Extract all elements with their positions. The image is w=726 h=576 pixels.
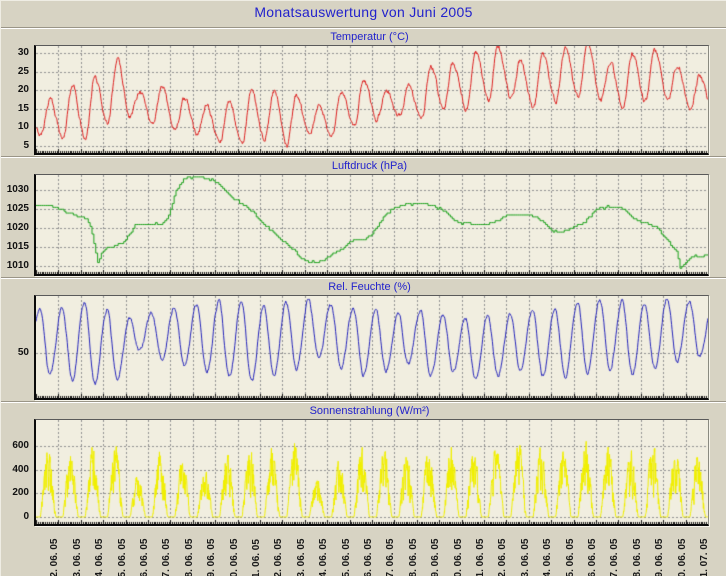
- x-date-label: 01. 07. 05: [699, 538, 710, 576]
- y-tick-label: 1010: [6, 260, 29, 272]
- page-title: Monatsauswertung von Juni 2005: [254, 4, 473, 20]
- plot-frame-solar: [34, 419, 709, 526]
- pressure-chart: [36, 175, 708, 274]
- x-date-label: 26. 06. 05: [587, 538, 598, 576]
- y-tick-label: 5: [23, 139, 29, 151]
- y-axis-solar: 0 200 400 600: [1, 419, 32, 526]
- x-date-label: 09. 06. 05: [206, 538, 218, 576]
- x-date-label: 04. 06. 05: [94, 538, 106, 576]
- x-date-label: 12. 06. 05: [273, 538, 285, 576]
- y-tick-label: 400: [12, 463, 29, 475]
- x-date-label: 24. 06. 05: [542, 538, 554, 576]
- chart-title-solar: Sonnenstrahlung (W/m²): [309, 405, 430, 417]
- y-tick-label: 30: [17, 47, 29, 59]
- x-date-label: 17. 06. 05: [385, 538, 397, 576]
- x-date-label: 07. 06. 05: [161, 538, 173, 576]
- chart-title-pressure: Luftdruck (hPa): [331, 160, 408, 172]
- chart-title-temperature: Temperatur (°C): [330, 31, 409, 43]
- y-tick-label: 15: [17, 102, 29, 114]
- x-date-label: 25. 06. 05: [564, 538, 576, 576]
- x-date-label: 27. 06. 05: [609, 538, 621, 576]
- x-axis-dates: 02. 06. 05 03. 06. 05 04. 06. 05 05. 06. 05…: [34, 526, 710, 576]
- x-date-label: 19. 06. 05: [430, 538, 442, 576]
- humidity-chart: [36, 296, 708, 398]
- solar-chart: [36, 420, 708, 524]
- chart-row-pressure: 1010 1015 1020 1025 1030: [7, 174, 709, 276]
- y-tick-label: 20: [17, 84, 29, 96]
- x-date-label: 28. 06. 05: [631, 538, 643, 576]
- x-date-label: 16. 06. 05: [363, 538, 374, 576]
- chart-row-temperature: 5 10 15 20 25 30: [18, 45, 709, 155]
- x-date-label: 02. 06. 05: [49, 538, 61, 576]
- x-date-label: 10. 06. 05: [228, 538, 240, 576]
- x-date-label: 22. 06. 05: [497, 538, 509, 576]
- y-tick-label: 200: [12, 487, 29, 499]
- y-tick-label: 1030: [6, 184, 29, 196]
- x-date-label: 21. 06. 05: [475, 538, 486, 576]
- separator-line: [1, 401, 726, 403]
- y-tick-label: 1015: [6, 241, 29, 253]
- y-tick-label: 10: [17, 121, 29, 133]
- x-date-label: 11. 06. 05: [251, 539, 262, 576]
- chart-row-solar: 0 200 400 600: [12, 419, 709, 526]
- separator-line: [1, 156, 726, 158]
- plot-frame-pressure: [34, 174, 709, 276]
- y-tick-label: 0: [23, 510, 29, 522]
- plot-frame-humidity: [34, 295, 709, 400]
- separator-line: [1, 27, 726, 29]
- x-date-label: 06. 06. 05: [139, 538, 150, 576]
- x-date-label: 18. 06. 05: [407, 538, 419, 576]
- y-axis-temperature: 5 10 15 20 25 30: [1, 45, 32, 155]
- x-date-label: 23. 06. 05: [519, 538, 531, 576]
- x-date-label: 15. 06. 05: [340, 538, 352, 576]
- x-date-label: 29. 06. 05: [654, 538, 666, 576]
- y-tick-label: 1025: [6, 203, 29, 215]
- plot-frame-temperature: [34, 45, 709, 155]
- y-tick-label: 50: [17, 346, 29, 358]
- separator-line: [1, 277, 726, 279]
- chart-row-humidity: 50: [18, 295, 709, 400]
- x-date-label: 03. 06. 05: [71, 538, 83, 576]
- x-date-label: 20. 06. 05: [452, 538, 464, 576]
- temperature-chart: [36, 46, 708, 153]
- chart-title-humidity: Rel. Feuchte (%): [328, 281, 411, 293]
- x-date-label: 08. 06. 05: [183, 538, 195, 576]
- x-date-label: 30. 06. 05: [676, 538, 688, 576]
- y-tick-label: 600: [12, 440, 29, 451]
- y-axis-humidity: 50: [1, 295, 32, 400]
- y-tick-label: 25: [17, 65, 29, 77]
- y-tick-label: 1020: [6, 222, 29, 234]
- x-date-label: 13. 06. 05: [295, 538, 307, 576]
- x-date-label: 14. 06. 05: [318, 538, 330, 576]
- x-date-label: 05. 06. 05: [116, 538, 128, 576]
- y-axis-pressure: 1010 1015 1020 1025 1030: [1, 174, 32, 276]
